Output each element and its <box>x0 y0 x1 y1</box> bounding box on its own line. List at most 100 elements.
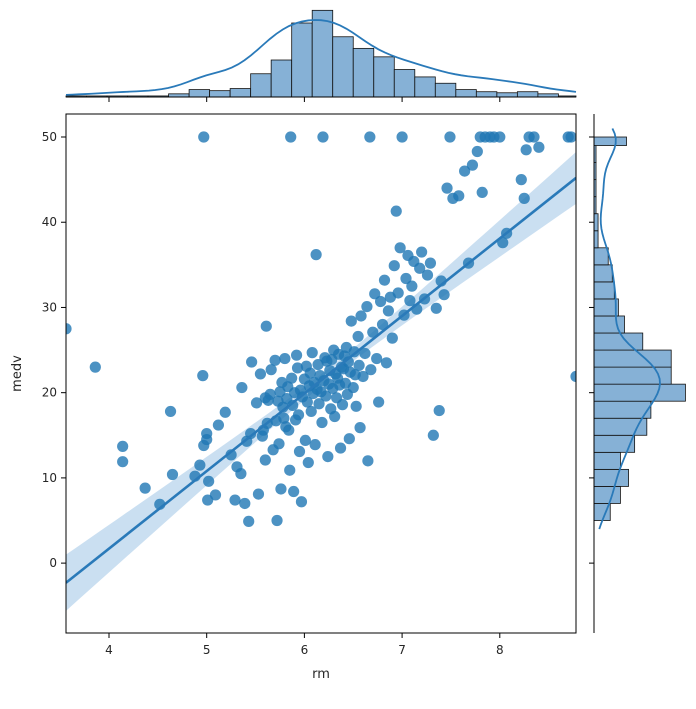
data-point <box>416 246 428 258</box>
data-point <box>299 434 311 446</box>
x-hist-bar <box>414 76 436 98</box>
data-point <box>288 485 300 498</box>
data-point <box>239 497 251 510</box>
data-point <box>336 399 349 411</box>
data-point <box>212 419 225 431</box>
x-tick-label: 5 <box>203 643 211 657</box>
data-point <box>246 356 258 368</box>
regression-line-group <box>66 176 576 584</box>
y-hist-bar <box>593 400 652 419</box>
data-point <box>291 362 304 374</box>
y-tick-label: 20 <box>42 386 57 400</box>
x-hist-bar <box>455 89 477 98</box>
y-tick-label: 30 <box>42 300 57 314</box>
data-point <box>275 483 287 495</box>
data-point <box>396 131 408 143</box>
data-point <box>252 488 265 500</box>
x-tick-label: 8 <box>496 643 504 657</box>
data-point <box>329 410 341 423</box>
data-point <box>392 287 404 299</box>
data-point <box>388 260 400 272</box>
data-point <box>533 141 545 153</box>
data-point <box>364 131 376 143</box>
data-point <box>271 514 283 527</box>
y-hist-bar <box>593 486 621 504</box>
data-point <box>290 349 303 361</box>
data-point <box>466 159 479 171</box>
data-point <box>355 310 367 322</box>
data-point <box>250 397 263 409</box>
data-point <box>278 412 290 424</box>
data-point <box>362 455 374 467</box>
y-hist-bar <box>593 315 625 334</box>
data-point <box>117 456 129 468</box>
y-tick-label: 40 <box>42 215 57 229</box>
data-point <box>494 131 506 143</box>
y-hist-bar <box>593 136 627 146</box>
x-axis-label: rm <box>312 667 330 682</box>
data-point <box>404 295 416 307</box>
data-point <box>295 496 308 508</box>
data-point <box>380 357 393 369</box>
data-point <box>357 370 369 383</box>
data-point <box>219 406 231 418</box>
data-point <box>365 364 377 376</box>
data-point <box>427 429 439 441</box>
y-hist-bar <box>593 230 599 249</box>
data-point <box>394 242 406 254</box>
data-point <box>476 186 488 199</box>
x-hist-bar <box>352 47 375 98</box>
data-point <box>570 370 576 383</box>
data-point <box>378 274 391 286</box>
data-point <box>66 323 72 335</box>
x-hist-bar <box>393 69 416 98</box>
data-point <box>306 347 318 359</box>
data-point <box>236 381 248 394</box>
data-point <box>424 257 437 269</box>
x-kde-curve <box>65 19 577 96</box>
data-point <box>139 482 151 494</box>
y-hist-bar <box>593 451 621 470</box>
data-point <box>376 318 389 331</box>
data-point <box>518 192 530 204</box>
y-tick-label: 50 <box>42 130 57 144</box>
data-point <box>313 398 325 410</box>
data-point <box>225 449 237 461</box>
data-point <box>565 131 576 143</box>
y-hist-bar <box>593 247 609 266</box>
data-point <box>515 174 527 186</box>
data-point <box>164 405 177 418</box>
data-point <box>235 468 247 480</box>
x-marginal-histogram <box>65 9 577 98</box>
y-axis-label: medv <box>10 355 25 392</box>
data-point <box>265 364 277 376</box>
y-hist-bar <box>593 417 648 436</box>
data-point <box>433 404 445 417</box>
x-hist-bar <box>291 22 313 98</box>
data-point <box>302 456 314 469</box>
data-point <box>352 330 364 343</box>
data-point <box>304 367 316 379</box>
ticks: 4 5 6 7 8 0 10 20 30 40 50 <box>42 97 594 657</box>
regression-line <box>66 176 576 584</box>
x-hist-bar <box>311 9 334 98</box>
y-hist-bar <box>593 468 629 487</box>
data-point <box>453 190 465 202</box>
y-hist-bar <box>593 281 615 300</box>
data-point <box>400 272 412 285</box>
data-point <box>320 390 332 402</box>
data-point <box>528 131 540 143</box>
data-point <box>354 422 366 434</box>
data-point <box>421 269 434 281</box>
y-hist-bar <box>593 332 644 351</box>
data-point <box>359 347 371 360</box>
data-point <box>284 464 296 476</box>
data-point <box>89 361 101 373</box>
data-point <box>203 475 215 487</box>
data-point <box>369 288 381 300</box>
data-point <box>520 144 532 156</box>
data-point <box>382 305 395 317</box>
data-point <box>371 352 383 365</box>
data-point <box>322 450 334 463</box>
